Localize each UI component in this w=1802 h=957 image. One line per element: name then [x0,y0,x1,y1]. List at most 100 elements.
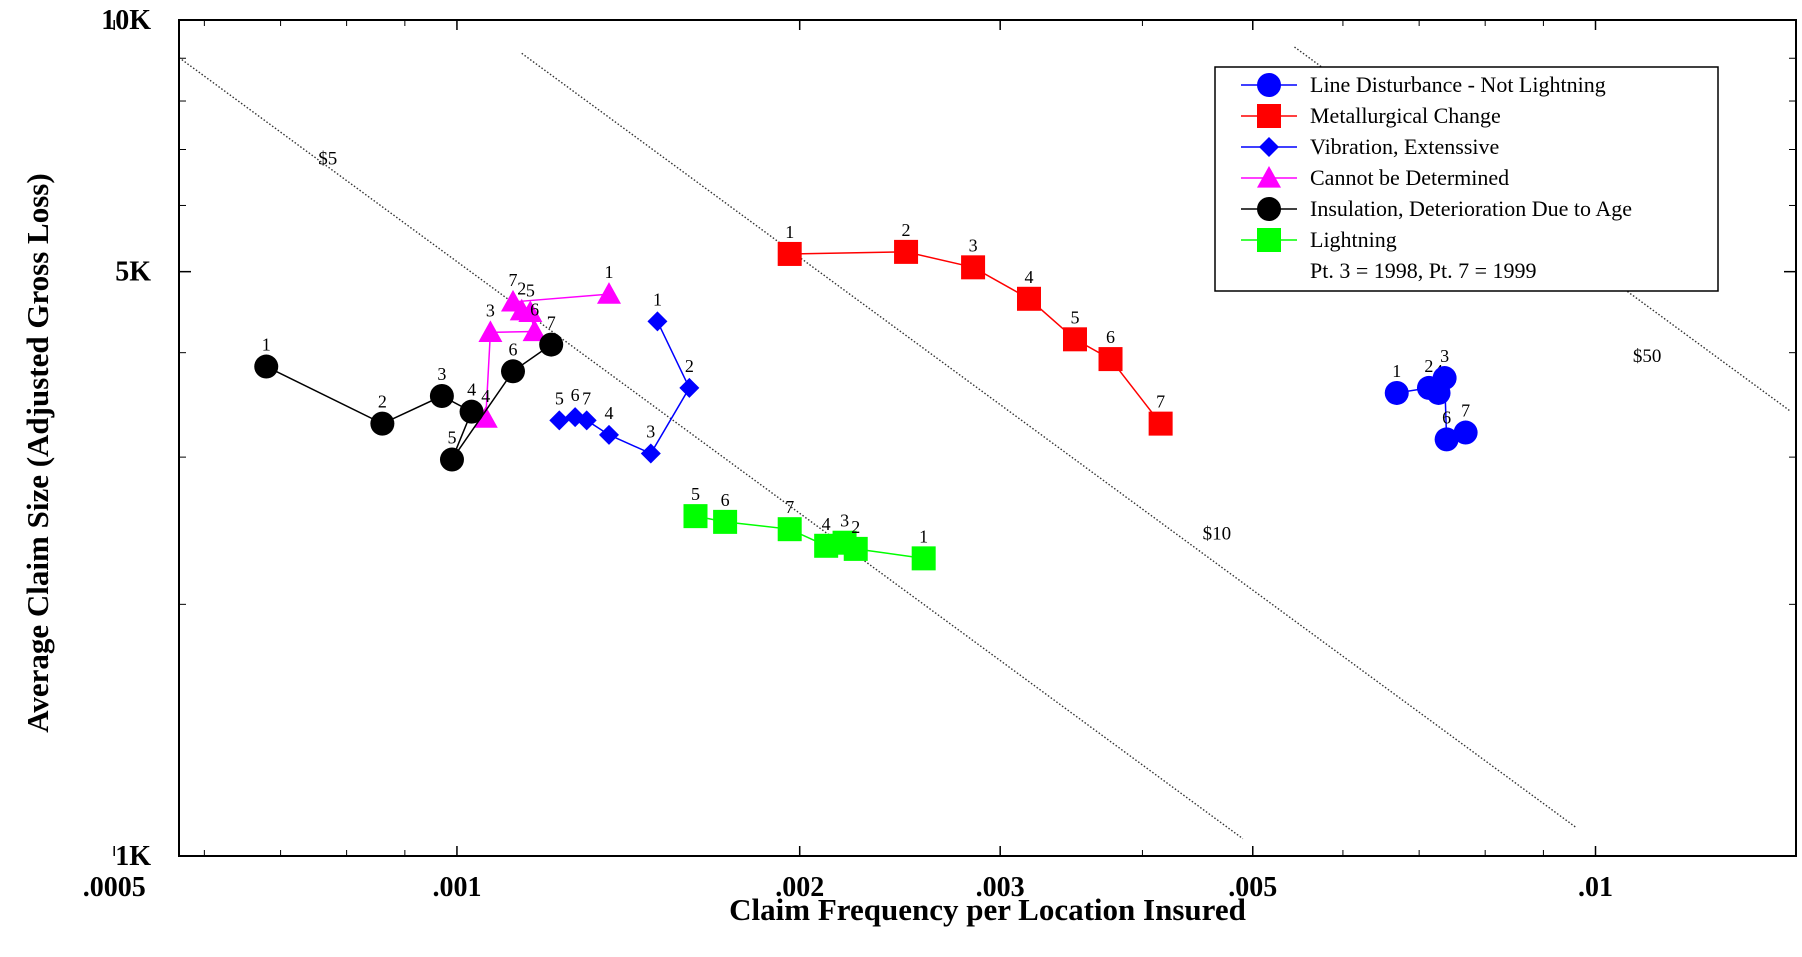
point-label: 1 [785,222,794,242]
data-point [777,241,802,266]
legend-label: Metallurgical Change [1310,103,1501,128]
point-label: 1 [653,289,662,309]
legend-box [1214,66,1719,292]
x-tick-label: .001 [432,872,481,903]
legend-label: Cannot be Determined [1310,165,1509,190]
legend-label: Insulation, Deterioration Due to Age [1310,196,1632,221]
series: 1 2 3 4 7 65 [549,289,700,464]
data-point [894,239,919,264]
data-point [254,354,279,379]
point-label: 7 [508,270,517,290]
data-point [439,447,464,472]
point-label: 3 [437,364,446,384]
point-label: 4 [604,403,613,423]
series-layer: 1243671234567123476517256341234567567432… [254,220,1478,571]
data-point [1434,427,1459,452]
iso-cost-line [521,52,1576,828]
point-label: 1 [604,262,613,282]
data-point [713,509,738,534]
point-label: 3 [486,300,495,320]
data-point [565,407,586,428]
data-point [518,300,543,322]
axis-ticks: .0005 .001 .002 .003 .005 .01 1K 5K 10K [83,5,1796,903]
data-point [473,406,498,428]
point-label: 3 [969,235,978,255]
y-tick-label: 1K [115,841,151,872]
data-point [1259,137,1279,157]
point-label: 5 [691,484,700,504]
data-point [1432,366,1457,391]
point-label: 7 [547,313,556,333]
data-point [1062,327,1087,352]
iso-cost-label: $10 [1203,524,1232,545]
point-label: 4 [481,386,490,406]
point-label: 6 [1106,327,1115,347]
point-label: 6 [508,339,517,359]
data-point [1257,166,1281,188]
point-label: 5 [555,388,564,408]
legend-label: Line Disturbance - Not Lightning [1310,72,1606,97]
y-axis-title: Average Claim Size (Adjusted Gross Loss) [20,173,55,732]
point-label: 5 [1070,307,1079,327]
legend: Line Disturbance - Not Lightning Metallur… [1214,66,1719,292]
point-label: 6 [721,490,730,510]
data-point [1148,411,1173,436]
x-tick-label: .01 [1578,872,1613,903]
legend-label: Lightning [1310,227,1397,252]
point-label: 2 [902,220,911,240]
point-label: 6 [571,385,580,405]
series: 124367 [1384,346,1478,452]
point-label: 3 [646,422,655,442]
point-label: 4 [822,514,831,534]
data-point [549,410,570,431]
point-label: 6 [1442,407,1451,427]
point-label: 2 [685,356,694,376]
point-label: 7 [1461,401,1470,421]
data-point [647,311,668,332]
point-label: 5 [447,428,456,448]
point-label: 4 [467,380,476,400]
x-tick-label: .005 [1228,872,1277,903]
iso-cost-label: $50 [1633,346,1662,367]
x-tick-label: .003 [976,872,1025,903]
data-point [539,332,564,357]
legend-label: Vibration, Extenssive [1310,134,1499,159]
point-label: 2 [517,279,526,299]
y-tick-label: 10K [101,5,151,36]
data-point [1257,197,1281,221]
data-point [1384,380,1409,405]
point-label: 2 [851,517,860,537]
point-label: 7 [785,497,794,517]
series: 1 2 3 4 5 6 7 [777,220,1173,436]
point-label: 6 [530,300,539,320]
data-point [1257,73,1281,97]
data-point [478,320,503,342]
data-point [1016,286,1041,311]
data-point [1257,228,1281,252]
point-label: 7 [1156,392,1165,412]
data-point [598,424,619,445]
plot-frame [178,19,1797,857]
iso-cost-line [178,56,1244,840]
point-label: 1 [919,526,928,546]
data-point [1257,104,1281,128]
series: 5 6 7 4 3 2 1 [683,484,936,571]
point-label: 2 [378,392,387,412]
data-point [961,255,986,280]
data-point [911,546,936,571]
data-point [683,504,708,529]
point-label: 5 [526,280,535,300]
data-point [459,399,484,424]
data-point [596,282,621,304]
data-point [843,536,868,561]
point-label: 3 [1440,346,1449,366]
x-tick-label: .0005 [83,872,146,903]
point-label: 4 [1024,267,1033,287]
point-label: 2 [1424,356,1433,376]
y-tick-label: 5K [115,257,151,288]
data-point [429,384,454,409]
data-point [370,411,395,436]
x-axis-title: Claim Frequency per Location Insured [729,892,1246,927]
